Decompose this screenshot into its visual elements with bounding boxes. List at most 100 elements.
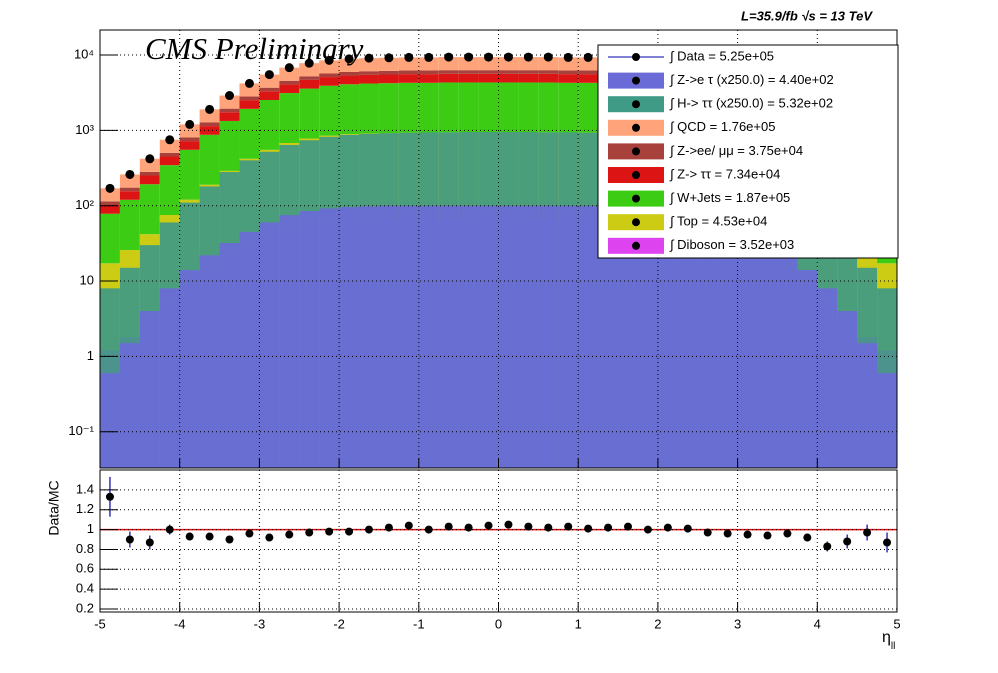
ratio-point xyxy=(663,523,672,532)
data-point xyxy=(264,70,274,80)
ratio-point xyxy=(524,522,533,531)
x-tick-label: -4 xyxy=(174,616,186,631)
stack-bar xyxy=(159,152,180,157)
ratio-point xyxy=(285,530,294,539)
signal-bar xyxy=(378,205,399,468)
y-tick-label: 10 xyxy=(80,272,94,287)
legend-label: ∫ H-> ττ (x250.0) = 5.32e+02 xyxy=(669,96,833,111)
ratio-point xyxy=(624,522,633,531)
data-point xyxy=(105,183,115,193)
y-axis-label: Data/MC xyxy=(46,480,62,535)
stack-bar xyxy=(299,63,320,77)
stack-bar xyxy=(179,137,200,142)
data-point xyxy=(344,54,354,64)
stack-bar xyxy=(558,57,579,71)
ratio-point xyxy=(883,538,892,547)
ratio-point xyxy=(444,522,453,531)
signal-bar xyxy=(618,206,638,468)
stack-bar xyxy=(398,82,419,133)
y-tick-label: 1.4 xyxy=(76,481,94,496)
stack-bar xyxy=(239,100,260,109)
legend-marker xyxy=(632,53,640,61)
stack-bar xyxy=(219,95,240,109)
signal-bar xyxy=(777,255,798,468)
data-point xyxy=(284,63,294,73)
stack-bar xyxy=(518,82,539,133)
x-tick-label: 4 xyxy=(814,616,821,631)
stack-bar xyxy=(538,73,559,83)
stack-bar xyxy=(219,112,240,121)
signal-bar xyxy=(139,311,160,468)
legend-marker xyxy=(632,100,640,109)
signal-bar xyxy=(857,343,878,468)
signal-bar xyxy=(598,205,619,468)
stack-bar xyxy=(458,57,479,71)
y-tick-label: 1 xyxy=(87,521,94,536)
ratio-point xyxy=(265,533,274,542)
stack-bar xyxy=(458,70,479,74)
stack-bar xyxy=(578,57,599,71)
stack-bar xyxy=(239,108,260,159)
stack-bar xyxy=(199,122,220,127)
ratio-point xyxy=(564,522,573,531)
x-tick-label: 3 xyxy=(734,616,741,631)
stack-bar xyxy=(199,109,220,123)
ratio-point xyxy=(305,528,314,537)
stack-bar xyxy=(299,76,320,80)
x-axis-subscript: ll xyxy=(891,641,895,652)
signal-bar xyxy=(398,205,419,468)
ratio-point xyxy=(165,525,174,534)
stack-bar xyxy=(359,83,379,134)
y-tick-label: 0.8 xyxy=(76,541,94,556)
legend-marker xyxy=(632,194,640,203)
data-point xyxy=(464,52,474,62)
stack-bar xyxy=(100,201,120,206)
ratio-point xyxy=(464,523,473,532)
data-point xyxy=(165,135,175,145)
data-point xyxy=(384,53,394,63)
stack-bar xyxy=(219,120,240,171)
data-point xyxy=(205,104,215,114)
signal-bar xyxy=(717,222,738,468)
stack-bar xyxy=(239,83,260,97)
ratio-point xyxy=(723,529,732,538)
data-point xyxy=(364,53,374,63)
stack-bar xyxy=(518,57,539,71)
stack-bar xyxy=(199,134,220,185)
signal-bar xyxy=(359,206,379,468)
ratio-point xyxy=(225,535,234,544)
legend-marker xyxy=(632,123,640,132)
legend-label: ∫ Diboson = 3.52e+03 xyxy=(669,237,794,252)
ratio-point xyxy=(484,521,493,530)
stack-bar xyxy=(398,70,419,75)
stack-bar xyxy=(478,82,499,133)
ratio-point xyxy=(843,537,852,546)
stack-bar xyxy=(319,73,340,78)
legend-label: ∫ QCD = 1.76e+05 xyxy=(669,119,775,134)
data-point xyxy=(185,119,195,129)
ratio-point xyxy=(683,524,692,533)
stack-bar xyxy=(578,82,599,133)
signal-bar xyxy=(219,242,240,468)
signal-bar xyxy=(538,205,559,468)
signal-bar xyxy=(558,205,579,468)
legend-marker xyxy=(632,241,640,250)
stack-bar xyxy=(378,74,399,84)
data-point xyxy=(503,52,513,62)
stack-bar xyxy=(259,99,280,150)
signal-bar xyxy=(737,231,758,468)
ratio-point xyxy=(105,492,114,501)
stack-bar xyxy=(418,82,439,133)
stack-bar xyxy=(299,79,320,89)
stack-bar xyxy=(159,139,180,153)
x-tick-label: -3 xyxy=(254,616,266,631)
ratio-point xyxy=(823,542,832,551)
data-point xyxy=(244,78,254,88)
ratio-point xyxy=(763,531,772,540)
signal-bar xyxy=(239,231,260,468)
signal-bar xyxy=(657,208,678,468)
x-tick-label: 1 xyxy=(575,616,582,631)
stack-bar xyxy=(498,70,519,74)
stack-bar xyxy=(359,71,379,75)
